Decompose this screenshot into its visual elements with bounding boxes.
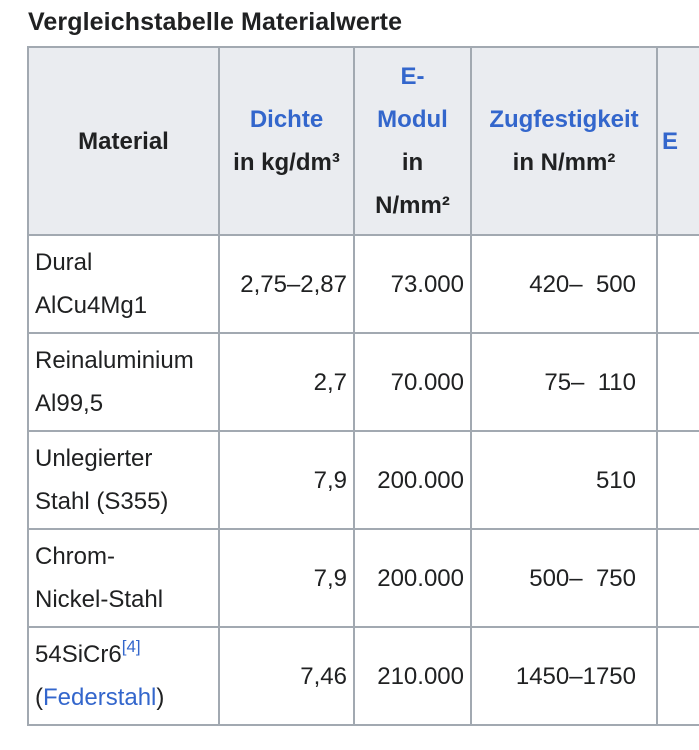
emodul-cell: 70.000 [353, 332, 472, 432]
zugfestigkeit-cell: 75– 110 [470, 332, 658, 432]
dichte-cell: 7,9 [218, 528, 355, 628]
paren-close: ) [156, 684, 165, 711]
emodul-unit-part2: N/mm² [375, 192, 450, 219]
dichte-link[interactable]: Dichte [249, 106, 324, 133]
material-comparison-table: Material Dichte in kg/dm³ E- Modul in N/… [27, 46, 699, 726]
next-column-cell [656, 528, 699, 628]
material-name-line2: AlCu4Mg1 [35, 292, 148, 319]
material-name-line2: (Federstahl) [35, 676, 217, 719]
header-dichte: Dichte in kg/dm³ [218, 46, 355, 236]
emodul-link-part2[interactable]: Modul [377, 106, 448, 133]
table-container[interactable]: Material Dichte in kg/dm³ E- Modul in N/… [27, 46, 699, 750]
table-row: 54SiCr6[4] (Federstahl) 7,46 210.000 145… [27, 626, 699, 726]
emodul-unit-part1: in [401, 149, 424, 176]
material-name-text: 54SiCr6 [35, 641, 122, 668]
dichte-cell: 2,75–2,87 [218, 234, 355, 334]
material-name-line1: 54SiCr6[4] [35, 633, 217, 676]
material-name-line2: Nickel-Stahl [35, 586, 164, 613]
footnote-link[interactable]: [4] [121, 637, 141, 656]
zugfestigkeit-cell: 1450–1750 [470, 626, 658, 726]
paren-open: ( [35, 684, 43, 711]
table-row: Dural AlCu4Mg1 2,75–2,87 73.000 420– 500 [27, 234, 699, 334]
emodul-cell: 200.000 [353, 528, 472, 628]
table-row: Unlegierter Stahl (S355) 7,9 200.000 510 [27, 430, 699, 530]
zugfestigkeit-cell: 500– 750 [470, 528, 658, 628]
zugfestigkeit-link[interactable]: Zugfestigkeit [489, 106, 639, 133]
material-name-line1: Reinaluminium [35, 347, 194, 374]
material-name-line2: Al99,5 [35, 390, 104, 417]
table-caption: Vergleichstabelle Materialwerte [28, 8, 403, 36]
material-name-line2: Stahl (S355) [35, 488, 169, 515]
material-name-line1: Dural [35, 249, 93, 276]
emodul-cell: 200.000 [353, 430, 472, 530]
next-column-link[interactable]: E [662, 127, 679, 155]
emodul-cell: 210.000 [353, 626, 472, 726]
material-name-line1: Unlegierter [35, 445, 153, 472]
zugfestigkeit-unit: in N/mm² [512, 149, 616, 176]
material-cell: Unlegierter Stahl (S355) [27, 430, 220, 530]
federstahl-link[interactable]: Federstahl [43, 684, 157, 711]
next-column-cell [656, 626, 699, 726]
dichte-unit: in kg/dm³ [233, 149, 340, 176]
next-column-cell [656, 234, 699, 334]
dichte-cell: 7,46 [218, 626, 355, 726]
material-cell: Chrom- Nickel-Stahl [27, 528, 220, 628]
emodul-link-part1[interactable]: E- [400, 63, 425, 90]
zugfestigkeit-cell: 420– 500 [470, 234, 658, 334]
dichte-cell: 2,7 [218, 332, 355, 432]
header-emodul: E- Modul in N/mm² [353, 46, 472, 236]
material-cell: Reinaluminium Al99,5 [27, 332, 220, 432]
next-column-cell [656, 430, 699, 530]
header-material: Material [27, 46, 220, 236]
zugfestigkeit-cell: 510 [470, 430, 658, 530]
table-row: Chrom- Nickel-Stahl 7,9 200.000 500– 750 [27, 528, 699, 628]
table-row: Reinaluminium Al99,5 2,7 70.000 75– 110 [27, 332, 699, 432]
dichte-cell: 7,9 [218, 430, 355, 530]
next-column-cell [656, 332, 699, 432]
header-row: Material Dichte in kg/dm³ E- Modul in N/… [27, 46, 699, 236]
material-cell: 54SiCr6[4] (Federstahl) [27, 626, 220, 726]
header-zugfestigkeit: Zugfestigkeit in N/mm² [470, 46, 658, 236]
header-next-column-partial: E [656, 46, 699, 236]
emodul-cell: 73.000 [353, 234, 472, 334]
material-name-line1: Chrom- [35, 543, 116, 570]
material-cell: Dural AlCu4Mg1 [27, 234, 220, 334]
